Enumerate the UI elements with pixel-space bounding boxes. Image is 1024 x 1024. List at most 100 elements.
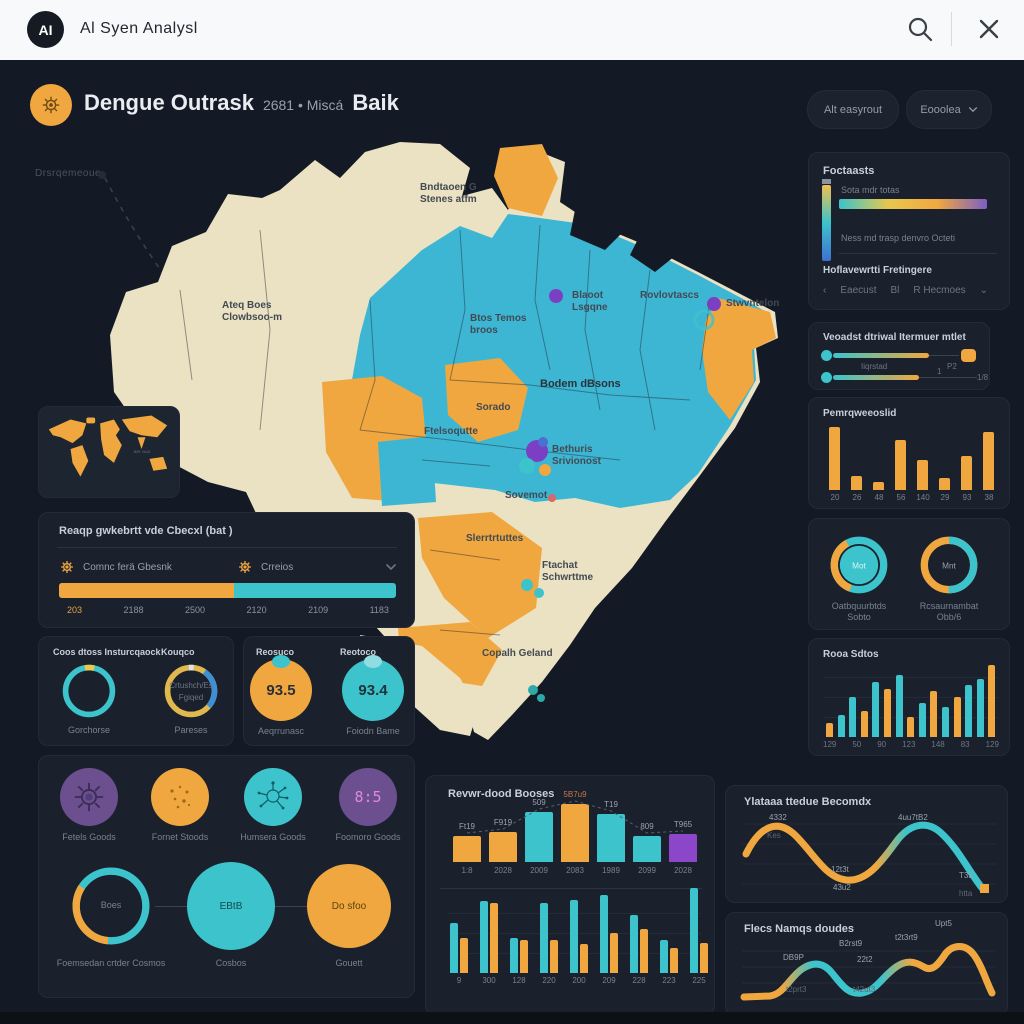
map-region-label: Rovlovtascs (640, 290, 699, 302)
close-icon[interactable] (974, 14, 1004, 44)
wave-point-label: 4332 (769, 813, 787, 822)
stat1-label: Foemsedan crtder Cosmos (56, 958, 166, 968)
x-tick-label: 220 (542, 976, 556, 985)
wave2-title: Flecs Namqs doudes (744, 923, 855, 935)
chevron-down-icon[interactable]: ⌄ (979, 285, 989, 296)
bar (640, 929, 648, 973)
page-title-meta: 2681 • Miscá (262, 97, 344, 113)
wave2-labels: DB9P t2prt3 B2rst9 22t2 t42ut3 t2t3rt9 Upt5 (726, 913, 1009, 1017)
map-region-southeast[interactable] (418, 512, 542, 638)
bar (942, 707, 949, 737)
ring2-center-top: Crtushch/Es (169, 681, 213, 690)
bar (490, 903, 498, 973)
forecast-caption: Sota mdr totas (841, 185, 900, 195)
factor-circle-4: 8:5 (339, 768, 397, 826)
forecast-footer[interactable]: ‹ Eaecust Bl R Hecmoes ⌄ (823, 285, 999, 296)
map-region-label: Ateq Boes Clowbsoo-m (222, 300, 282, 324)
x-tick-label: 1:8 (461, 866, 473, 875)
score-circle-1: 93.5 (250, 655, 312, 721)
map-label-line: Slerrtrtuttes (466, 533, 524, 544)
map-label-line: Stwvntelon (726, 298, 780, 309)
score-circle-2: 93.4 (342, 655, 404, 721)
wave-point-label: t42ut3 (853, 985, 876, 994)
x-tick-label: 29 (940, 493, 950, 502)
page-title-suffix: Baik (352, 90, 399, 115)
map-region-north[interactable] (352, 214, 774, 508)
ai-logo: AI (27, 11, 64, 48)
world-minimap-card[interactable]: aer aua (38, 406, 180, 498)
brazil-choropleth-map[interactable] (30, 130, 800, 750)
stat-circle-2: EBtB (187, 862, 275, 950)
bar-value-label: T19 (604, 800, 618, 809)
bar (561, 804, 589, 862)
slider2-range-end: 1/8 (977, 373, 989, 382)
wave-point-label: Upt5 (935, 919, 952, 928)
gradient-bar-cap (822, 179, 831, 184)
map-region-amapa[interactable] (494, 144, 558, 216)
donut-2: Mnt (920, 536, 978, 594)
timeline-legend-2-label: Crreios (261, 561, 294, 573)
annual-bar-trendline (466, 800, 684, 834)
grouped-bar-xaxis: 129 50 90 123 148 83 129 (823, 740, 999, 750)
slider2-tick: 1 (937, 367, 942, 376)
map-region-northeast[interactable] (702, 298, 776, 420)
x-tick-label: 20 (830, 493, 840, 502)
map-region-teal-state[interactable] (378, 436, 436, 506)
bar (550, 940, 558, 973)
x-tick-label: 228 (632, 976, 646, 985)
factors-card: 8:5 Fetels Goods Fornet Stoods Humsera G… (38, 755, 415, 998)
x-tick-label: 83 (960, 740, 970, 749)
ai-logo-text: AI (38, 21, 53, 38)
x-tick-label: 50 (852, 740, 862, 749)
bar (917, 460, 928, 490)
x-tick-label: 129 (823, 740, 837, 749)
map-region-label: Ftachat Schwrttme (542, 560, 593, 584)
virus-icon (42, 96, 60, 114)
forecast-subtitle: Hoflavewrtti Fretingere (823, 265, 932, 276)
map-label-line: Lsgqne (572, 302, 608, 313)
wave-point-label: htta (959, 889, 973, 898)
timeline-year: 203 (67, 605, 83, 615)
bar (895, 440, 906, 490)
bar (450, 923, 458, 973)
donuts-panel: Mot Mnt Oatbquurbtds Sobto Rcsaurnambat Ob… (808, 518, 1010, 630)
slider2-track[interactable] (833, 375, 919, 380)
slider1-track[interactable] (833, 353, 929, 358)
factor1-label: Fetels Goods (62, 832, 116, 842)
filter-button[interactable]: Alt easyrout (807, 90, 899, 129)
wave-point-label: B2rst9 (839, 939, 863, 948)
orange-bar-chart (823, 424, 999, 490)
slider2-knob[interactable] (821, 372, 832, 383)
wave-point-label: Kes (767, 831, 781, 840)
chevron-down-icon (968, 106, 977, 113)
score2-blob (364, 655, 382, 668)
minimap-note: aer aua (134, 449, 151, 455)
score-card: Reosuco Reotoco 93.5 Aeqrrunasc 93.4 Foi… (243, 636, 415, 746)
paired-bar-xaxis: 9 300 128 220 200 209 228 223 225 (449, 976, 706, 986)
app-title: Al Syen Analysl (80, 20, 198, 37)
forecast-footer-item: ‹ (823, 285, 827, 296)
timeline-legend-2[interactable]: Crreios (237, 559, 293, 575)
bar (669, 834, 697, 862)
timeline-progress-track[interactable] (59, 583, 396, 598)
dropdown-button[interactable]: Eooolea (906, 90, 992, 129)
bar (860, 711, 868, 737)
slider-label-right: P2 (947, 362, 957, 371)
grouped-bars-panel: Rooa Sdtos 129 50 90 123 148 83 129 (808, 638, 1010, 756)
x-tick-label: 2028 (494, 866, 512, 875)
stat-circle-3: Do sfoo (307, 864, 391, 948)
bar (600, 895, 608, 973)
virus-icon (61, 561, 73, 573)
chevron-down-icon[interactable] (385, 563, 397, 571)
slider1-knob[interactable] (821, 350, 832, 361)
map-region-center[interactable] (445, 358, 528, 442)
trend-wave-card-2: Flecs Namqs doudes DB9P t2prt3 B2rst9 22t2 t… (725, 912, 1008, 1016)
slider1-handle[interactable] (961, 349, 976, 362)
map-label-line: Clowbsoo-m (222, 312, 282, 323)
search-icon[interactable] (905, 14, 935, 44)
bar (988, 665, 996, 737)
timeline-legend-1[interactable]: Comnc ferä Gbesnk (59, 559, 172, 575)
x-tick-label: 223 (662, 976, 676, 985)
map-label-line: Rovlovtascs (640, 290, 699, 301)
